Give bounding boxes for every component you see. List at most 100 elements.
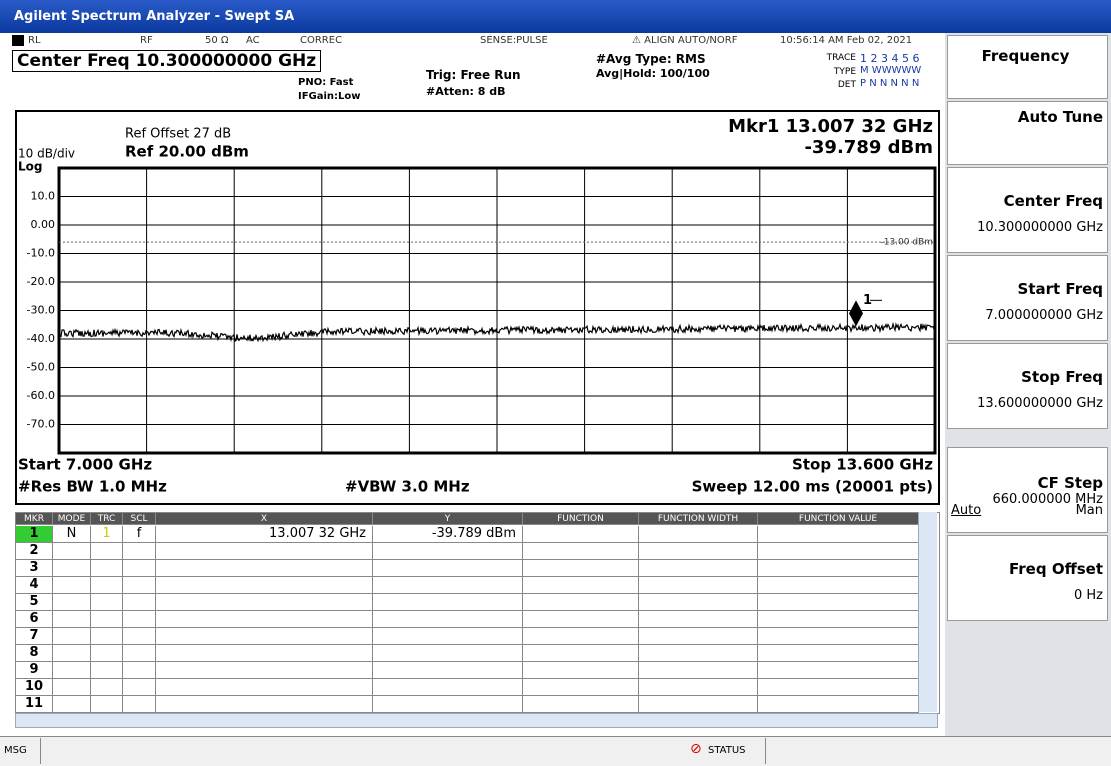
- empty-cell: [639, 696, 758, 713]
- table-scrollbar[interactable]: [918, 512, 937, 712]
- trig: Trig: Free Run: [426, 68, 521, 82]
- softkey[interactable]: Auto Tune: [947, 101, 1108, 165]
- empty-cell: [758, 577, 919, 594]
- empty-cell: [758, 611, 919, 628]
- empty-cell: [373, 611, 523, 628]
- center-freq: Center Freq 10.300000000 GHz: [12, 50, 322, 72]
- empty-cell: [373, 560, 523, 577]
- softkey-label: CF Step: [1037, 474, 1103, 492]
- rl: RL: [28, 35, 41, 46]
- empty-cell: [523, 662, 639, 679]
- type-label: TYPE: [833, 67, 856, 77]
- divider: [765, 738, 766, 764]
- msg: MSG: [4, 745, 27, 756]
- datetime: 10:56:14 AM Feb 02, 2021: [780, 35, 913, 46]
- empty-cell: [156, 594, 373, 611]
- marker: [849, 300, 863, 327]
- empty-cell: [758, 628, 919, 645]
- title-bar: Agilent Spectrum Analyzer - Swept SA: [0, 0, 1111, 33]
- empty-cell: [53, 594, 91, 611]
- auto-option: Auto: [951, 503, 982, 518]
- empty-cell: [639, 526, 758, 543]
- empty-cell: [156, 662, 373, 679]
- table-cell: 3: [16, 560, 53, 577]
- vbw: #VBW 3.0 MHz: [345, 478, 470, 496]
- softkey-label: Auto Tune: [1017, 108, 1103, 126]
- align: ⚠ ALIGN AUTO/NORF: [632, 35, 738, 46]
- empty-cell: [758, 594, 919, 611]
- marker-level: -39.789 dBm: [804, 137, 933, 158]
- pno: PNO: Fast: [298, 77, 354, 88]
- empty-cell: [373, 645, 523, 662]
- empty-cell: [639, 611, 758, 628]
- empty-cell: [639, 577, 758, 594]
- empty-cell: [156, 611, 373, 628]
- empty-cell: [523, 560, 639, 577]
- avg-hold: Avg|Hold: 100/100: [596, 67, 710, 80]
- empty-cell: [523, 526, 639, 543]
- table-cell: 4: [16, 577, 53, 594]
- empty-cell: [53, 679, 91, 696]
- trace: [58, 321, 936, 343]
- empty-cell: [123, 628, 156, 645]
- empty-cell: [639, 594, 758, 611]
- softkey[interactable]: Center Freq 10.300000000 GHz: [947, 167, 1108, 253]
- empty-cell: [758, 645, 919, 662]
- marker-label: 1: [863, 293, 872, 308]
- empty-cell: [123, 611, 156, 628]
- display-line-label: -13.00 dBm: [880, 238, 933, 248]
- divider: [40, 738, 41, 764]
- empty-cell: [523, 645, 639, 662]
- empty-cell: [373, 662, 523, 679]
- scale-type: Log: [18, 160, 42, 174]
- softkey[interactable]: Freq Offset 0 Hz: [947, 535, 1108, 621]
- ref-offset: Ref Offset 27 dB: [125, 127, 231, 142]
- y-label: -50.0: [27, 361, 55, 374]
- header-cell: SCL: [123, 513, 156, 525]
- table-cell: 1: [91, 526, 123, 543]
- softkey[interactable]: Stop Freq 13.600000000 GHz: [947, 343, 1108, 429]
- softkey-label: Freq Offset: [1009, 560, 1103, 578]
- empty-cell: [91, 696, 123, 713]
- y-label: -10.0: [27, 247, 55, 260]
- empty-cell: [373, 543, 523, 560]
- scale: 10 dB/div: [18, 147, 75, 161]
- y-label: 10.0: [31, 190, 56, 203]
- softkey-label: Center Freq: [1003, 192, 1103, 210]
- empty-cell: [123, 696, 156, 713]
- empty-cell: [639, 679, 758, 696]
- empty-cell: [639, 560, 758, 577]
- empty-cell: [639, 543, 758, 560]
- empty-cell: [91, 611, 123, 628]
- softkey[interactable]: CF Step 660.000000 MHz Auto Man: [947, 447, 1108, 533]
- empty-cell: [123, 577, 156, 594]
- empty-cell: [123, 543, 156, 560]
- empty-cell: [758, 696, 919, 713]
- header-cell: MKR: [16, 513, 53, 525]
- trace-label: TRACE: [826, 53, 856, 63]
- softkey[interactable]: Start Freq 7.000000000 GHz: [947, 255, 1108, 341]
- softkey-label: Start Freq: [1017, 280, 1103, 298]
- header-cell: X: [156, 513, 373, 525]
- table-cell: 2: [16, 543, 53, 560]
- empty-cell: [123, 560, 156, 577]
- empty-cell: [156, 560, 373, 577]
- table-cell: 10: [16, 679, 53, 696]
- sweep: Sweep 12.00 ms (20001 pts): [692, 478, 933, 496]
- empty-cell: [91, 645, 123, 662]
- avg-type: #Avg Type: RMS: [596, 52, 706, 66]
- empty-cell: [523, 543, 639, 560]
- empty-cell: [523, 696, 639, 713]
- y-label: -20.0: [27, 275, 55, 288]
- empty-cell: [91, 679, 123, 696]
- empty-cell: [523, 611, 639, 628]
- table-cell: N: [53, 526, 91, 543]
- h-scrollbar[interactable]: [15, 713, 938, 728]
- empty-cell: [156, 543, 373, 560]
- empty-cell: [156, 679, 373, 696]
- softkey-value: 0 Hz: [1073, 588, 1103, 603]
- rbw: #Res BW 1.0 MHz: [18, 478, 167, 496]
- header-cell: Y: [373, 513, 523, 525]
- empty-cell: [156, 577, 373, 594]
- empty-cell: [91, 543, 123, 560]
